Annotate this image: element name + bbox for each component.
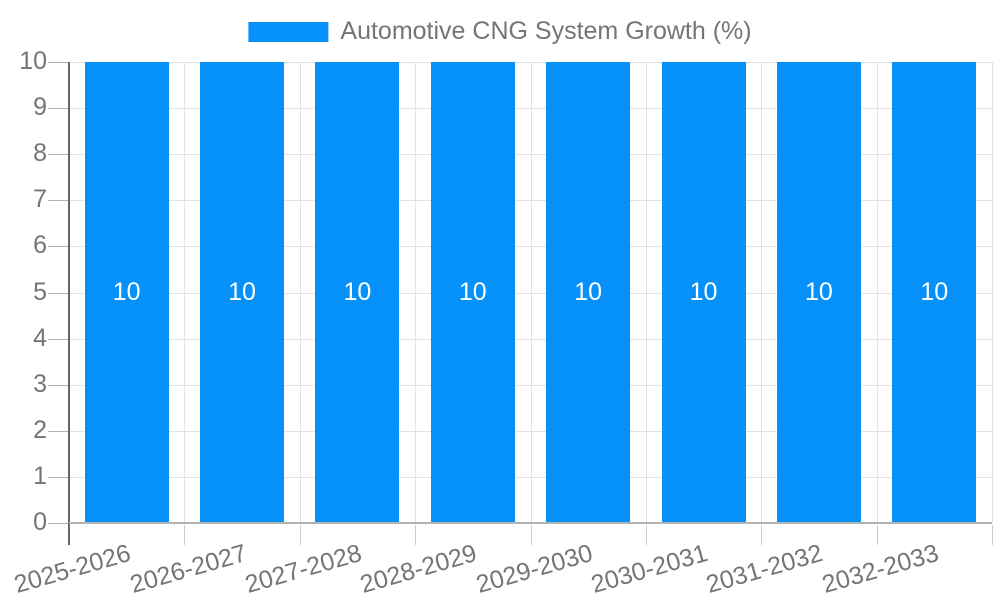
x-axis-label: 2027-2028 bbox=[241, 539, 365, 599]
bar-value-label: 10 bbox=[574, 278, 603, 306]
y-axis-tick bbox=[48, 200, 69, 202]
y-axis-tick bbox=[48, 246, 69, 248]
bar[interactable]: 10 bbox=[776, 62, 861, 523]
x-gridline bbox=[876, 62, 878, 523]
x-axis-tick bbox=[876, 525, 878, 545]
x-axis-line bbox=[69, 522, 992, 524]
x-axis-label: 2026-2027 bbox=[126, 539, 250, 599]
y-axis-tick bbox=[48, 476, 69, 478]
x-axis-label: 2030-2031 bbox=[588, 539, 711, 599]
bar[interactable]: 10 bbox=[546, 62, 631, 523]
y-axis-tick bbox=[48, 430, 69, 432]
y-axis-label: 7 bbox=[33, 185, 47, 214]
bar-value-label: 10 bbox=[228, 278, 256, 306]
x-axis-label: 2028-2029 bbox=[357, 539, 480, 599]
plot-area bbox=[69, 62, 993, 524]
y-axis-line bbox=[68, 62, 70, 545]
x-gridline bbox=[415, 62, 417, 523]
chart-legend[interactable]: Automotive CNG System Growth (%) bbox=[248, 17, 752, 46]
x-gridline bbox=[645, 62, 647, 523]
x-axis-tick bbox=[645, 525, 647, 545]
y-axis-label: 5 bbox=[33, 277, 47, 306]
x-gridline bbox=[184, 62, 186, 523]
y-axis-label: 9 bbox=[33, 93, 47, 122]
y-axis-tick bbox=[48, 154, 69, 156]
y-axis-label: 6 bbox=[33, 231, 47, 260]
x-axis-label: 2029-2030 bbox=[472, 539, 596, 599]
x-gridline bbox=[761, 62, 763, 523]
legend-series-label[interactable]: Automotive CNG System Growth (%) bbox=[340, 17, 752, 45]
bar-value-label: 10 bbox=[689, 278, 718, 306]
bar-value-label: 10 bbox=[805, 278, 833, 306]
bar[interactable]: 10 bbox=[430, 62, 515, 523]
x-axis-label: 2031-2032 bbox=[703, 539, 827, 599]
y-axis-tick bbox=[48, 523, 69, 524]
legend-color-swatch[interactable] bbox=[248, 21, 329, 42]
x-axis-tick bbox=[761, 525, 763, 545]
x-gridline bbox=[299, 62, 301, 523]
x-axis-tick bbox=[530, 525, 532, 545]
x-axis-tick bbox=[184, 525, 186, 545]
x-gridline bbox=[530, 62, 532, 523]
y-axis-tick bbox=[48, 338, 69, 340]
bar-value-label: 10 bbox=[920, 278, 949, 306]
bar-value-label: 10 bbox=[112, 278, 141, 306]
y-axis-label: 1 bbox=[33, 461, 47, 490]
x-axis-tick bbox=[415, 525, 417, 545]
bar[interactable]: 10 bbox=[84, 62, 169, 523]
x-axis-label: 2032-2033 bbox=[818, 539, 942, 599]
y-axis-label: 4 bbox=[33, 323, 47, 352]
x-gridline bbox=[992, 62, 993, 523]
bar[interactable]: 10 bbox=[200, 62, 285, 523]
y-axis-tick bbox=[48, 292, 69, 294]
bar[interactable]: 10 bbox=[661, 62, 746, 523]
bar[interactable]: 10 bbox=[892, 62, 977, 523]
x-axis-tick bbox=[992, 525, 993, 545]
y-axis-label: 2 bbox=[33, 415, 47, 444]
x-axis-tick bbox=[299, 525, 301, 545]
y-axis-label: 0 bbox=[33, 508, 47, 536]
y-axis-tick bbox=[48, 62, 69, 63]
bar[interactable]: 10 bbox=[315, 62, 400, 523]
y-axis-tick bbox=[48, 384, 69, 386]
bar-value-label: 10 bbox=[343, 278, 372, 306]
x-axis-label: 2025-2026 bbox=[11, 539, 134, 599]
y-axis-label: 3 bbox=[33, 369, 47, 398]
y-axis-label: 8 bbox=[33, 139, 47, 168]
y-axis-label: 10 bbox=[19, 47, 47, 75]
bar-value-label: 10 bbox=[458, 278, 487, 306]
y-axis-tick bbox=[48, 108, 69, 110]
